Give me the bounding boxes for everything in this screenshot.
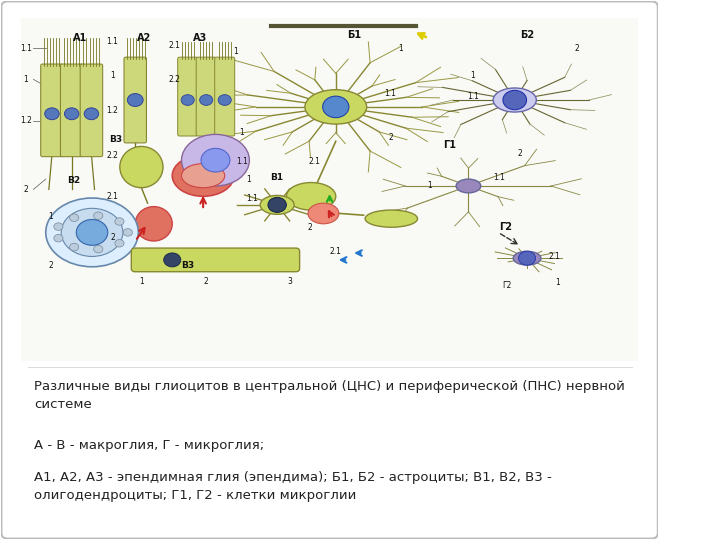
Circle shape: [76, 219, 108, 245]
Ellipse shape: [260, 195, 294, 214]
Text: 2.1: 2.1: [330, 247, 342, 256]
FancyBboxPatch shape: [197, 57, 216, 136]
Text: 3: 3: [287, 276, 292, 286]
FancyBboxPatch shape: [60, 64, 83, 157]
Text: А3: А3: [193, 33, 207, 43]
Circle shape: [45, 108, 59, 120]
Ellipse shape: [513, 251, 541, 265]
Text: 2: 2: [307, 222, 312, 232]
Text: 1.1: 1.1: [493, 173, 505, 182]
Circle shape: [70, 244, 78, 251]
Text: 1: 1: [427, 181, 432, 191]
Text: 2.1: 2.1: [107, 192, 118, 201]
Ellipse shape: [46, 198, 138, 267]
Text: В2: В2: [67, 177, 80, 185]
Text: 1: 1: [233, 48, 238, 56]
FancyBboxPatch shape: [131, 248, 300, 272]
Circle shape: [218, 94, 231, 105]
Ellipse shape: [493, 88, 536, 112]
Text: 2: 2: [517, 149, 522, 158]
Text: А1, А2, А3 - эпендимная глия (эпендима); Б1, Б2 - астроциты; В1, В2, В3 -
олигод: А1, А2, А3 - эпендимная глия (эпендима);…: [35, 471, 552, 502]
Circle shape: [163, 253, 181, 267]
Circle shape: [65, 108, 79, 120]
Text: 2: 2: [24, 185, 28, 194]
Ellipse shape: [456, 179, 481, 193]
Text: Г2: Г2: [502, 281, 511, 290]
Text: 1.2: 1.2: [20, 116, 32, 125]
Text: 2: 2: [389, 133, 394, 143]
Text: Г2: Г2: [499, 222, 512, 232]
Circle shape: [94, 212, 103, 219]
Text: 1: 1: [398, 44, 403, 53]
Text: 2.2: 2.2: [107, 151, 118, 159]
Text: 1: 1: [110, 71, 114, 80]
FancyBboxPatch shape: [215, 57, 235, 136]
Text: 1.1: 1.1: [236, 158, 248, 166]
Circle shape: [503, 90, 526, 110]
Circle shape: [127, 93, 143, 106]
Text: А2: А2: [138, 33, 152, 43]
Text: 2: 2: [574, 44, 579, 53]
Circle shape: [94, 245, 103, 253]
Text: Различные виды глиоцитов в центральной (ЦНС) и периферической (ПНС) нервной
сист: Различные виды глиоцитов в центральной (…: [35, 380, 625, 411]
Ellipse shape: [181, 164, 225, 188]
Text: В3: В3: [109, 135, 122, 144]
Text: 1: 1: [556, 278, 560, 287]
FancyBboxPatch shape: [178, 57, 198, 136]
Text: 1.1: 1.1: [20, 44, 32, 53]
Text: 2: 2: [48, 261, 53, 269]
FancyBboxPatch shape: [124, 57, 146, 143]
Text: 1.1: 1.1: [246, 193, 258, 202]
Ellipse shape: [181, 134, 249, 186]
Ellipse shape: [365, 210, 418, 227]
Text: 1.2: 1.2: [107, 106, 118, 115]
Text: 1: 1: [48, 212, 53, 221]
Text: 2.1: 2.1: [168, 40, 180, 50]
Text: 1.1: 1.1: [467, 92, 479, 101]
Text: Б2: Б2: [520, 30, 534, 40]
Text: В1: В1: [271, 173, 284, 182]
Circle shape: [54, 234, 63, 242]
Text: 2: 2: [110, 233, 114, 242]
Ellipse shape: [287, 183, 336, 210]
Ellipse shape: [61, 208, 123, 256]
Ellipse shape: [305, 90, 366, 124]
Circle shape: [199, 94, 213, 105]
FancyBboxPatch shape: [80, 64, 103, 157]
Text: Г1: Г1: [444, 140, 456, 150]
Text: 1: 1: [240, 128, 244, 137]
Bar: [21, 17, 638, 361]
Text: Б1: Б1: [347, 30, 361, 40]
Ellipse shape: [120, 146, 163, 188]
Text: 2.1: 2.1: [308, 158, 320, 166]
Text: 2.1: 2.1: [549, 252, 561, 261]
FancyBboxPatch shape: [41, 64, 63, 157]
Text: 1: 1: [246, 174, 251, 184]
Circle shape: [115, 240, 124, 247]
Text: А1: А1: [73, 33, 87, 43]
Circle shape: [54, 223, 63, 231]
Text: 1.1: 1.1: [107, 37, 118, 46]
Text: В3: В3: [181, 261, 194, 270]
Circle shape: [181, 94, 194, 105]
Circle shape: [115, 218, 124, 225]
Circle shape: [518, 251, 536, 265]
Circle shape: [323, 96, 349, 118]
Ellipse shape: [172, 155, 234, 197]
Ellipse shape: [308, 203, 339, 224]
Text: А - В - макроглия, Г - микроглия;: А - В - макроглия, Г - микроглия;: [35, 439, 264, 452]
FancyBboxPatch shape: [1, 2, 658, 538]
Circle shape: [201, 148, 230, 172]
Text: 1: 1: [139, 276, 144, 286]
Circle shape: [123, 228, 132, 236]
Ellipse shape: [135, 207, 172, 241]
Circle shape: [268, 197, 287, 212]
Circle shape: [70, 214, 78, 221]
Text: 1: 1: [470, 71, 475, 80]
Text: 1.1: 1.1: [384, 89, 396, 98]
Text: 1: 1: [24, 75, 28, 84]
Text: 2: 2: [204, 276, 209, 286]
Circle shape: [84, 108, 99, 120]
Text: 2.2: 2.2: [168, 75, 180, 84]
